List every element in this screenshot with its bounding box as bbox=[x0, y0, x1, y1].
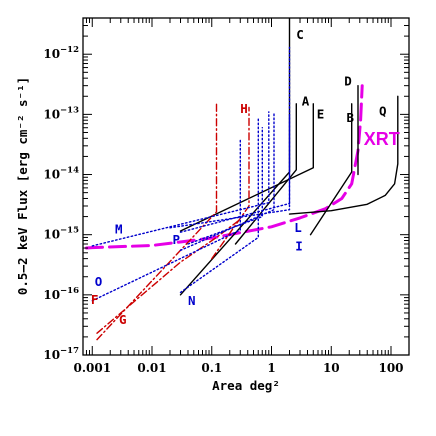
x-axis-title: Area deg² bbox=[212, 378, 280, 393]
series-line-i bbox=[179, 46, 291, 233]
series-label-e: E bbox=[317, 107, 325, 122]
x-tick-label: 0.001 bbox=[74, 361, 112, 375]
series-line-l bbox=[169, 113, 291, 229]
y-tick-label: 10−16 bbox=[43, 286, 79, 302]
series-line-h bbox=[211, 106, 250, 260]
y-tick-labels: 10−17 10−16 10−15 10−14 10−13 10−12 bbox=[43, 45, 79, 362]
series-label-p: P bbox=[173, 232, 181, 247]
y-tick-label: 10−12 bbox=[43, 45, 79, 61]
series-line-f bbox=[96, 103, 218, 341]
x-tick-label: 100 bbox=[378, 361, 403, 375]
series-line-b bbox=[309, 103, 353, 236]
series-label-n: N bbox=[188, 293, 196, 308]
series-label-o: O bbox=[95, 274, 103, 289]
series-label-a: A bbox=[302, 94, 310, 109]
series-label-h: H bbox=[240, 101, 248, 116]
series-group bbox=[85, 18, 399, 341]
series-label-l: L bbox=[294, 220, 302, 235]
series-label-g: G bbox=[119, 312, 127, 327]
x-tick-label: 0.01 bbox=[137, 361, 166, 375]
series-label-f: F bbox=[91, 292, 99, 307]
x-tick-labels: 0.001 0.01 0.1 1 10 100 bbox=[74, 361, 404, 375]
series-line-n bbox=[179, 116, 259, 294]
series-label-b: B bbox=[347, 110, 355, 125]
y-tick-label: 10−13 bbox=[43, 105, 79, 121]
series-line-e bbox=[179, 103, 314, 232]
series-label-q: Q bbox=[379, 104, 387, 119]
series-line-p bbox=[179, 111, 275, 251]
series-line-q bbox=[288, 95, 399, 215]
y-tick-label: 10−15 bbox=[43, 226, 79, 242]
axis-ticks bbox=[82, 17, 410, 356]
plot-frame bbox=[82, 17, 410, 356]
series-label-i: I bbox=[295, 238, 303, 253]
x-tick-label: 0.1 bbox=[201, 361, 222, 375]
series-labels: A B C D E Q F G H IL M N O P XRT bbox=[91, 27, 400, 327]
series-line-c bbox=[179, 18, 291, 296]
x-tick-label: 1 bbox=[267, 361, 275, 375]
series-line-p2 bbox=[187, 127, 263, 245]
series-line-o bbox=[91, 137, 241, 302]
y-tick-label: 10−17 bbox=[43, 346, 79, 362]
series-label-c: C bbox=[296, 27, 304, 42]
series-line-xrt bbox=[85, 84, 364, 250]
series-label-m: M bbox=[115, 221, 123, 236]
y-tick-label: 10−14 bbox=[43, 166, 79, 182]
y-axis-title: 0.5–2 keV Flux [erg cm⁻² s⁻¹] bbox=[15, 77, 30, 295]
series-label-d: D bbox=[344, 74, 352, 89]
series-label-xrt: XRT bbox=[364, 129, 400, 149]
x-tick-label: 10 bbox=[323, 361, 340, 375]
